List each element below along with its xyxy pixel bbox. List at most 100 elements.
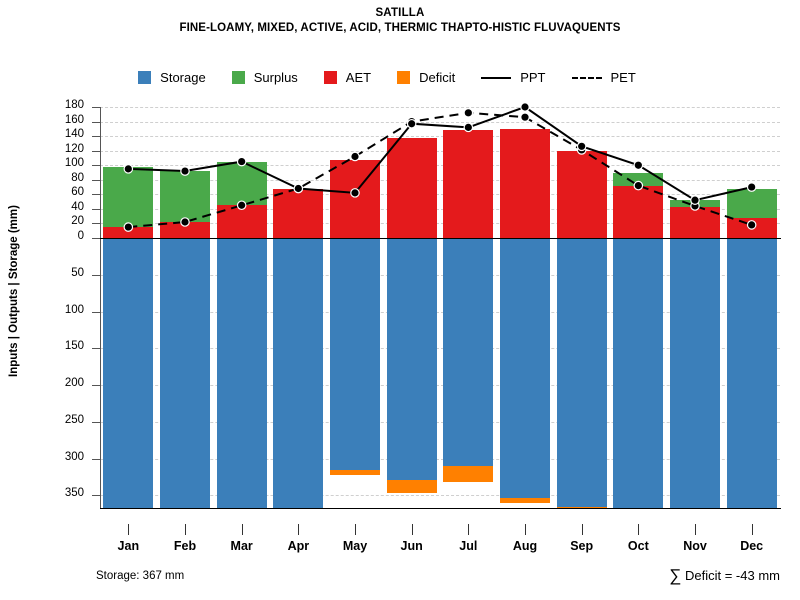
ppt-line-point [746, 182, 757, 192]
baseline [100, 508, 781, 509]
y-axis-line [100, 107, 101, 508]
y-tick [92, 121, 100, 123]
gridline [100, 194, 780, 196]
bar-storage-may [330, 238, 380, 475]
x-tick [411, 524, 413, 535]
y-tick-label: 80 [71, 171, 84, 184]
x-tick [185, 524, 186, 535]
surplus-segment [613, 172, 664, 186]
x-axis-label-aug: Aug [512, 539, 538, 553]
gridline [100, 421, 780, 423]
gridline [100, 136, 780, 138]
zero-line [100, 238, 781, 239]
ppt-line-point [633, 160, 644, 171]
storage-segment [330, 238, 380, 471]
y-tick-label: 100 [64, 157, 84, 170]
pet-line-point [633, 180, 644, 191]
gridline [100, 179, 780, 181]
ppt-line-point [463, 122, 474, 133]
bar-storage-feb [160, 238, 210, 508]
storage-segment [160, 238, 210, 508]
bar-upper-apr [273, 188, 324, 238]
storage-footer: Storage: 367 mm [96, 570, 185, 582]
bar-storage-oct [613, 238, 664, 508]
y-tick [92, 274, 100, 276]
y-tick-label: 300 [64, 450, 84, 463]
surplus-segment [103, 166, 154, 228]
y-tick [92, 150, 100, 152]
surplus-segment [726, 188, 777, 218]
ppt-line-point [293, 183, 304, 194]
x-tick [581, 524, 583, 535]
sigma-icon: ∑ [669, 566, 682, 585]
ppt-line-point [123, 164, 134, 174]
y-tick [92, 179, 100, 181]
legend-pet[interactable]: PET [571, 70, 636, 85]
legend-ppt[interactable]: PPT [481, 70, 546, 85]
aet-segment [160, 221, 210, 238]
aet-segment [443, 130, 494, 238]
x-tick [525, 524, 526, 535]
storage-segment [556, 238, 607, 507]
y-tick [92, 495, 100, 497]
x-axis-label-mar: Mar [230, 539, 253, 553]
y-axis-label-wrap: Inputs | Outputs | Storage (mm) [2, 0, 22, 600]
x-axis-label-may: May [342, 539, 368, 553]
pet-line-point [350, 151, 360, 162]
storage-segment [500, 238, 550, 498]
bar-storage-mar [216, 238, 267, 508]
gridline [100, 458, 780, 460]
deficit-footer: ∑ Deficit = -43 mm [669, 566, 780, 586]
legend-label: PET [610, 70, 636, 85]
gridline [100, 107, 780, 108]
chart-subtitle: FINE-LOAMY, MIXED, ACTIVE, ACID, THERMIC… [179, 22, 621, 34]
legend-label: PPT [520, 70, 546, 85]
ppt-line-point [690, 195, 700, 205]
y-tick-label: 160 [64, 113, 84, 126]
gridline [100, 274, 780, 276]
gridline [100, 150, 780, 152]
y-tick-label: 350 [64, 487, 84, 500]
x-tick [241, 524, 243, 535]
aet-segment [103, 227, 154, 238]
pet-line-point [463, 108, 474, 118]
storage-segment [386, 238, 437, 481]
x-axis-label-nov: Nov [683, 539, 707, 553]
legend-surplus[interactable]: Surplus [231, 70, 298, 85]
bar-upper-sep [556, 150, 607, 238]
pet-line-point [123, 222, 134, 232]
legend-label: Deficit [419, 70, 456, 85]
bar-storage-sep [556, 238, 607, 508]
gridline [100, 165, 780, 167]
bar-storage-nov [670, 238, 720, 508]
chart-title-block: SATILLA FINE-LOAMY, MIXED, ACTIVE, ACID,… [0, 6, 800, 36]
ppt-line-point [236, 156, 247, 167]
y-tick [92, 223, 100, 225]
pet-line [128, 111, 753, 229]
y-tick-label: 40 [71, 200, 84, 213]
y-tick [92, 194, 100, 196]
y-tick-label: 200 [64, 377, 84, 390]
aet-segment [613, 185, 664, 238]
bar-storage-apr [273, 238, 324, 508]
gridline [100, 385, 780, 387]
aet-segment [500, 128, 550, 238]
x-tick [468, 524, 470, 535]
y-tick-label: 180 [64, 99, 84, 111]
storage-segment [726, 238, 777, 508]
legend-aet[interactable]: AET [323, 70, 371, 85]
bar-storage-jun [386, 238, 437, 494]
deficit-segment [443, 466, 494, 483]
storage-segment [273, 238, 324, 508]
y-tick [92, 107, 100, 108]
y-tick [92, 458, 100, 460]
y-tick-label: 50 [71, 266, 84, 279]
bar-storage-aug [500, 238, 550, 503]
legend-deficit[interactable]: Deficit [397, 70, 455, 85]
x-axis-label-dec: Dec [740, 539, 764, 553]
legend-swatch-icon [231, 71, 245, 84]
legend-storage[interactable]: Storage [138, 70, 206, 85]
legend-swatch-icon [323, 71, 337, 84]
legend-label: Surplus [253, 70, 298, 85]
bar-upper-feb [160, 171, 210, 238]
